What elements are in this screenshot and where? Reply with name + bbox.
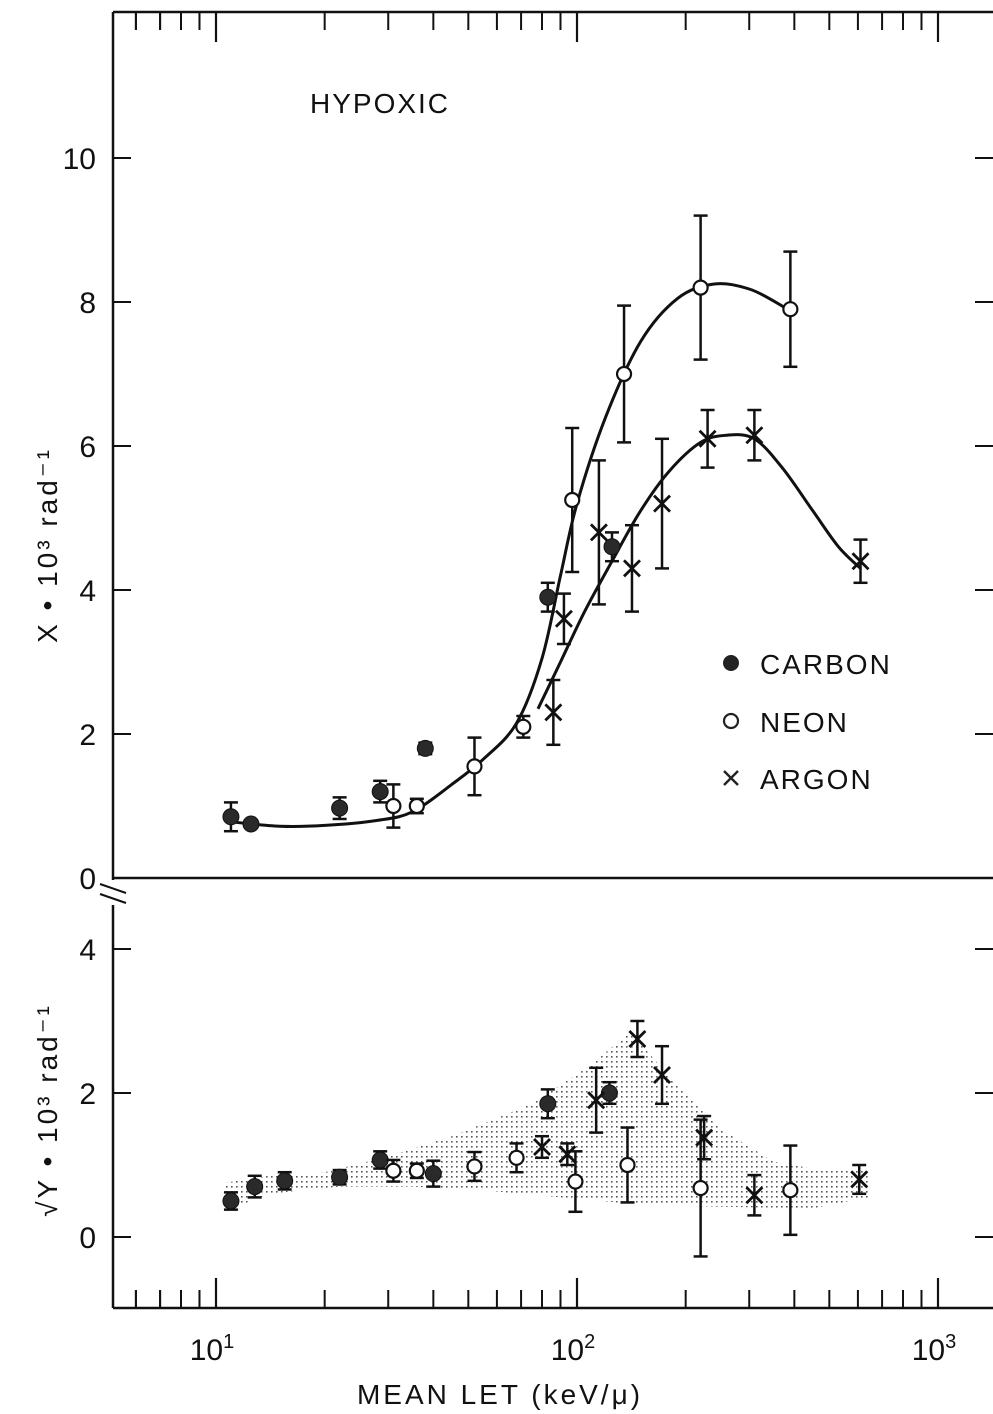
fit-curves [230,282,862,828]
bottom-neon-point [466,1158,483,1175]
y-tick-label-bottom: 4 [79,934,96,967]
legend-argon-marker [723,770,739,786]
top-carbon-point [242,815,260,833]
top-neon-point [782,301,799,318]
y-tick-label-top: 0 [79,863,96,896]
bottom-argon-point [653,1066,672,1084]
legend-argon-label: ARGON [760,764,873,795]
y-tick-label-top: 10 [63,143,96,176]
y-tick-label-bottom: 2 [79,1078,96,1111]
top-neon-point [515,718,532,735]
y-tick-label-top: 8 [79,287,96,320]
top-argon-point [745,426,764,445]
top-argon-point [554,609,573,628]
fit-curve-argon [536,433,862,710]
bottom-argon-point [695,1128,714,1147]
top-carbon-point [603,538,621,556]
top-carbon-point [331,799,349,817]
x-axis-label: MEAN LET (keV/μ) [357,1379,643,1410]
bottom-neon-point [508,1149,525,1166]
bottom-argon-point [628,1030,647,1048]
top-carbon-point [222,808,240,826]
bottom-carbon-point [246,1178,264,1196]
y-tick-label-top: 2 [79,719,96,752]
top-carbon-point [371,783,389,801]
bottom-carbon-point [424,1165,442,1183]
bottom-argon-point [850,1170,869,1189]
bottom-argon-point [587,1091,606,1110]
top-neon-point [564,491,581,509]
y-axis-label-top: X • 10³ rad⁻¹ [32,447,63,643]
legend-carbon-label: CARBON [760,649,892,680]
y-axis-label-bottom: √Y • 10³ rad⁻¹ [32,1003,63,1217]
x-tick-label: 103 [912,1331,957,1367]
y-tick-labels: 0 2 4 6 8 10 0 2 4 [63,143,96,1255]
bottom-carbon-point [222,1192,240,1210]
top-neon-point [615,365,633,383]
top-carbon-point [416,739,434,757]
data-points [222,214,870,1258]
tick-marks [113,12,993,1308]
bottom-neon-point [619,1156,636,1174]
x-tick-label: 101 [190,1331,235,1367]
y-tick-label-bottom: 0 [79,1222,96,1255]
x-tick-label: 102 [551,1331,596,1367]
axis-break-mark [99,883,127,894]
bottom-neon-point [567,1173,584,1190]
bottom-argon-point [533,1138,552,1156]
shaded-band-layer [223,1031,869,1212]
top-argon-point [544,703,563,722]
bottom-neon-point [692,1179,709,1197]
bottom-carbon-point [331,1168,349,1186]
top-neon-point [385,797,402,815]
top-neon-point [408,797,425,815]
svg-text:√Y • 10³ rad⁻¹: √Y • 10³ rad⁻¹ [32,1003,63,1217]
bottom-carbon-point [276,1172,294,1190]
y-tick-label-top: 6 [79,431,96,464]
legend-neon-label: NEON [760,707,849,738]
top-argon-point [698,429,717,448]
bottom-carbon-point [371,1151,389,1169]
legend: CARBON NEON ARGON [722,649,892,795]
panel-label: HYPOXIC [310,88,450,119]
y-tick-label-top: 4 [79,575,96,608]
top-argon-point [653,494,672,513]
x-tick-labels: 101 102 103 [190,1331,957,1367]
top-argon-point [589,523,608,542]
top-neon-point [466,758,483,775]
axis-break-mark [99,893,127,904]
bottom-argon-point [745,1186,764,1205]
fit-curve-neon [230,282,794,828]
top-carbon-point [539,588,557,606]
bottom-argon-point [558,1145,577,1164]
bottom-neon-point [408,1162,425,1179]
top-neon-point [692,279,709,296]
svg-text:X • 10³ rad⁻¹: X • 10³ rad⁻¹ [32,447,63,643]
top-argon-point [851,552,870,571]
bottom-carbon-point [539,1095,557,1113]
bottom-neon-point [385,1162,402,1179]
shaded-band [223,1031,869,1212]
legend-neon-marker [722,712,740,730]
top-argon-point [622,559,641,578]
bottom-neon-point [782,1182,799,1199]
legend-carbon-marker [723,655,739,671]
